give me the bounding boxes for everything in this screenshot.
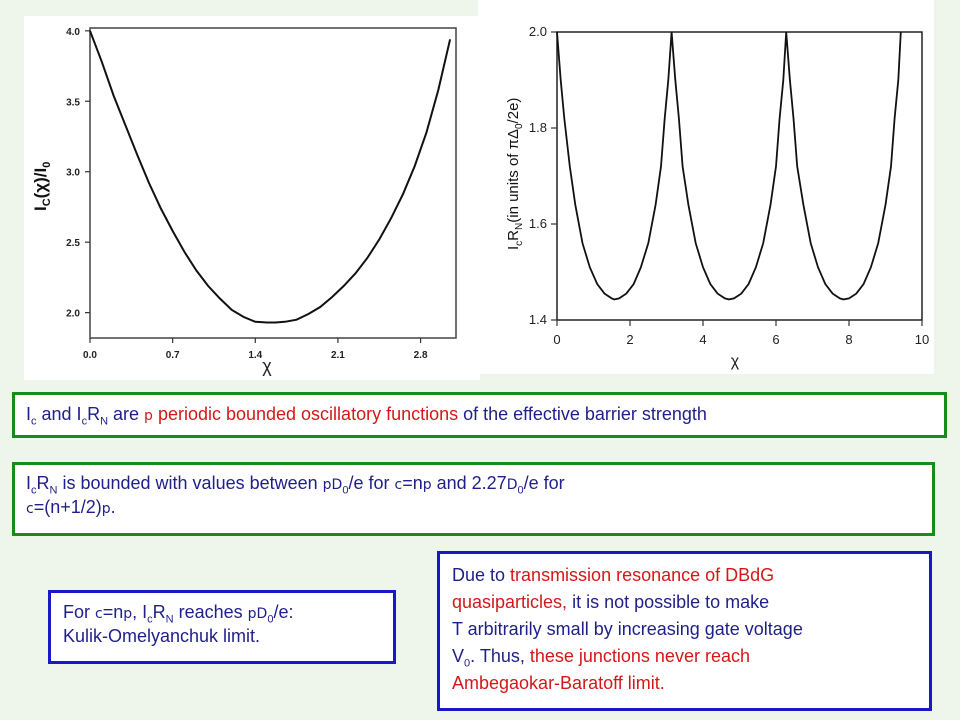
right-y-tick-label-0: 1.4 — [529, 312, 547, 327]
box3-sub-d: N — [165, 613, 174, 626]
box4-text-e: T arbitrarily small by increasing gate v… — [452, 619, 803, 639]
box1-sub-c: N — [100, 415, 109, 428]
box4-highlight-2: quasiparticles, — [452, 592, 568, 612]
box2-text-e: =n — [402, 473, 423, 493]
box2-symbol-6: p — [101, 501, 111, 517]
statement-box-kulik: For c=np, IcRN reaches pD0/e: Kulik-Omely… — [48, 590, 396, 664]
box4-sub-f: 0 — [464, 657, 471, 670]
box4-highlight-1: transmission resonance of DBdG — [510, 565, 775, 585]
box2-sub-a: c — [31, 484, 37, 497]
box2-text-f: and 2.27 — [431, 473, 507, 493]
box4-text-g: . Thus, — [470, 646, 530, 666]
box2-sub-1: 0 — [342, 484, 349, 497]
chart-left: 0.0 0.7 1.4 2.1 2.82.02.53.03.54.0 IC(χ)/I0 … — [31, 27, 457, 376]
box1-text-d: are — [108, 404, 145, 424]
box2-text-h: =(n+1/2) — [33, 497, 102, 517]
box3-sub-1: 0 — [267, 613, 274, 626]
box2-text-b: R — [36, 473, 50, 493]
box2-text-a: I — [26, 473, 32, 493]
box3-symbol-3: pD — [247, 606, 268, 622]
x-axis-label-left: χ — [262, 356, 272, 376]
box3-text-a: For — [63, 602, 96, 622]
box2-text-g: /e for — [523, 473, 565, 493]
box3-symbol-1: c — [95, 606, 103, 622]
box1-highlight: periodic bounded oscillatory functions — [152, 404, 459, 424]
y-axis-label-left: IC(χ)/I0 — [31, 162, 53, 211]
chart-panel-left: 0.0 0.7 1.4 2.1 2.8 2.0 2.5 3.0 3.5 4.0 IC(χ)/I0 … — [24, 16, 480, 380]
right-y-tick-label-2: 1.8 — [529, 120, 547, 135]
box4-highlight-3: these junctions never reach — [529, 646, 750, 666]
box3-text-g: Kulik-Omelyanchuk limit. — [63, 626, 261, 646]
right-x-tick-label-3: 6 — [772, 332, 779, 347]
x-axis-label-right: χ — [731, 353, 740, 370]
left-x-tick-label-1: 0.7 — [166, 350, 180, 361]
box1-text-f: of the effective barrier strength — [458, 404, 707, 424]
box3-symbol-2: p — [123, 606, 133, 622]
right-x-tick-label-1: 2 — [626, 332, 633, 347]
left-y-tick-label-3: 3.5 — [66, 97, 80, 108]
box2-text-c: is bounded with values between — [57, 473, 323, 493]
statement-box-bounds: IcRN is bounded with values between pD0/… — [12, 462, 935, 536]
box3-text-c: , I — [132, 602, 148, 622]
box2-symbol-2: c — [394, 477, 403, 493]
box2-symbol-4: D — [506, 477, 518, 493]
box3-text-d: R — [152, 602, 166, 622]
left-y-tick-label-4: 4.0 — [66, 27, 80, 38]
right-x-tick-label-4: 8 — [845, 332, 852, 347]
chart-right: 0 2 4 6 8 10 1.4 1.6 1.8 2.0 IcRN(in units of πΔ0… — [505, 24, 929, 370]
right-y-tick-label-1: 1.6 — [529, 216, 547, 231]
statement-box-periodic: Ic and IcRN are p periodic bounded oscil… — [12, 392, 947, 438]
series-line-right — [556, 31, 902, 301]
box2-sub-2: 0 — [517, 484, 524, 497]
plot-frame-left — [89, 27, 457, 339]
box3-sub-c: c — [147, 613, 153, 626]
box1-text-a: I — [26, 404, 32, 424]
box2-text-i: . — [110, 497, 116, 517]
left-x-tick-label-0: 0.0 — [83, 350, 97, 361]
box3-text-b: =n — [102, 602, 124, 622]
right-x-tick-label-0: 0 — [553, 332, 560, 347]
left-y-tick-label-2: 3.0 — [66, 168, 80, 179]
left-x-tick-label-2: 1.4 — [248, 350, 262, 361]
box1-sub-a: c — [31, 415, 37, 428]
box2-symbol-5: c — [26, 501, 34, 517]
box2-symbol-1: pD — [322, 477, 343, 493]
box1-sub-b: c — [81, 415, 88, 428]
box3-text-f: /e: — [273, 602, 294, 622]
box4-text-a: Due to — [452, 565, 511, 585]
left-y-tick-label-1: 2.5 — [66, 238, 80, 249]
chart-panel-right: 0 2 4 6 8 10 1.4 1.6 1.8 2.0 IcRN(in units of πΔ0… — [478, 0, 934, 374]
box4-highlight-4: Ambegaokar-Baratoff limit. — [452, 673, 665, 693]
box1-text-b: and I — [36, 404, 82, 424]
plot-frame-right — [556, 31, 923, 321]
box2-sub-b: N — [49, 484, 58, 497]
series-line-left — [89, 30, 452, 324]
left-x-tick-label-3: 2.1 — [331, 350, 345, 361]
y-axis-label-right: IcRN(in units of πΔ0/2e) — [505, 98, 525, 250]
right-x-tick-label-2: 4 — [699, 332, 706, 347]
left-y-tick-label-0: 2.0 — [66, 309, 80, 320]
statement-box-ambegaokar: Due to transmission resonance of DBdG qua… — [437, 551, 932, 711]
box2-text-d: /e for — [348, 473, 395, 493]
box2-symbol-3: p — [422, 477, 432, 493]
left-x-tick-label-4: 2.8 — [414, 350, 428, 361]
box4-text-f: V — [452, 646, 465, 666]
box1-symbol-glyph: p — [144, 408, 153, 424]
box4-text-d: it is not possible to make — [567, 592, 770, 612]
right-y-tick-label-3: 2.0 — [529, 24, 547, 39]
right-x-tick-label-5: 10 — [915, 332, 929, 347]
box1-text-c: R — [87, 404, 101, 424]
box3-text-e: reaches — [173, 602, 248, 622]
